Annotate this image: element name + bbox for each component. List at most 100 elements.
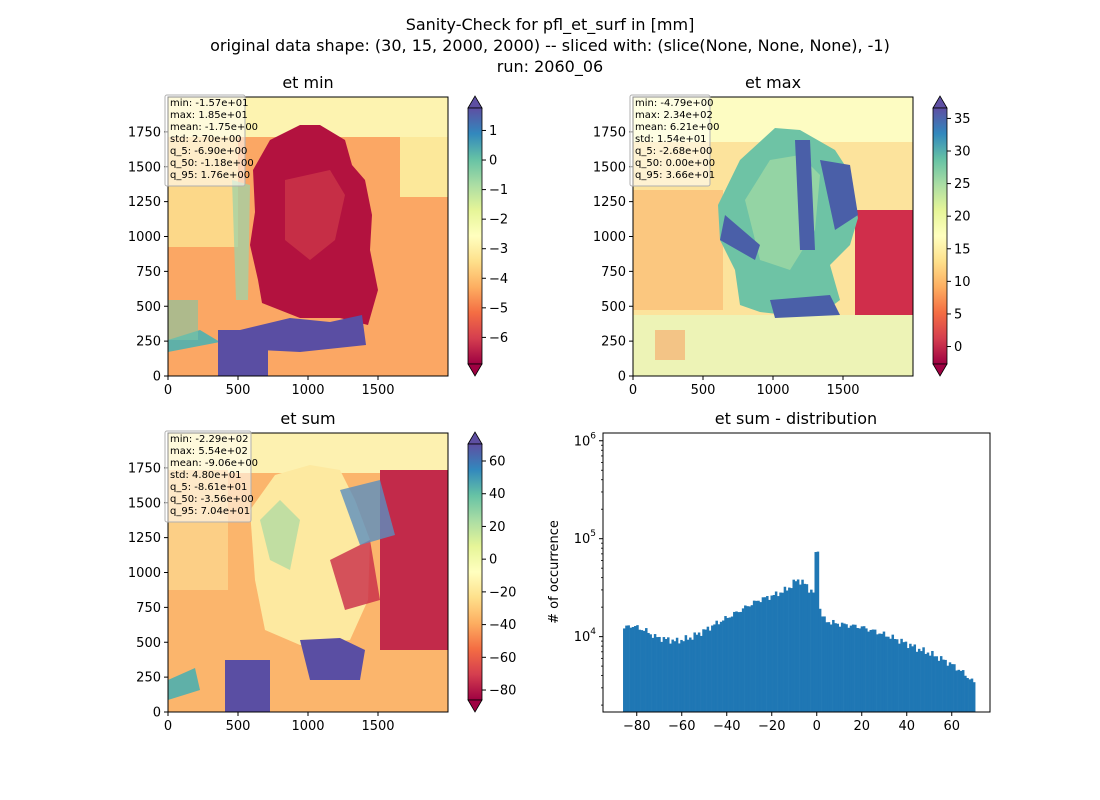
y-tick-label: 1750 (593, 125, 626, 140)
histogram-bar (711, 625, 714, 712)
panel-et-max: et max 0 500 1000 1500 02505007501000125015… (593, 73, 971, 398)
histogram-bar (832, 619, 835, 712)
colorbar-tick-label: 10 (954, 275, 971, 290)
histogram-bar (783, 586, 787, 712)
colorbar-extend-bottom (932, 363, 948, 377)
histogram-bar (708, 630, 712, 712)
stat-q50: q_50: 0.00e+00 (635, 158, 715, 169)
stat-q5: q_5: -2.68e+00 (635, 146, 712, 157)
colorbar: 60 40 20 0 −20 −40 −60 −80 (467, 431, 516, 713)
y-tick-label: 0 (618, 370, 626, 385)
y-tick-label: 1250 (128, 531, 161, 546)
histogram-bar (667, 637, 670, 712)
colorbar-tick-label: −20 (489, 585, 516, 600)
colorbar-tick-label: 20 (489, 520, 506, 535)
y-tick-label: 1250 (593, 195, 626, 210)
x-tick-label: 500 (691, 383, 716, 398)
histogram-bar (788, 587, 791, 712)
histogram-bar (823, 616, 826, 712)
stat-q5: q_5: -6.90e+00 (170, 146, 247, 157)
histogram-bar (755, 600, 758, 712)
histogram-bar (825, 622, 828, 712)
histogram-bar (911, 646, 914, 712)
panel-et-sum: et sum 0 500 1000 1500 0 250 500 750 1000 1250 15… (128, 409, 517, 734)
colorbar-tick-label: 5 (954, 307, 962, 322)
histogram-bars (623, 551, 976, 712)
histogram-bar (904, 641, 908, 712)
histogram-bar (631, 626, 635, 712)
histogram-bar (647, 632, 650, 712)
histogram-bar (840, 622, 844, 712)
y-tick-label: 104 (574, 627, 597, 645)
histogram-bar (697, 632, 701, 712)
histogram-bar (876, 634, 879, 712)
histogram-bar (792, 579, 795, 712)
histogram-bar (768, 599, 771, 712)
x-tick-label: 0 (164, 383, 172, 398)
histogram-bar (660, 641, 663, 712)
histogram-bar (757, 600, 760, 712)
y-tick-label: 250 (136, 671, 161, 686)
histogram-bar (634, 626, 637, 712)
histogram-bar (909, 643, 912, 712)
suptitle-line-1: Sanity-Check for pfl_et_surf in [mm] (406, 15, 695, 35)
histogram-bar (898, 643, 901, 712)
histogram-bar (706, 626, 710, 712)
histogram-bar (889, 638, 892, 712)
histogram-bar (964, 675, 967, 712)
stat-min: min: -2.29e+02 (170, 434, 249, 445)
histogram-bar (924, 653, 928, 712)
histogram-bar (972, 682, 976, 712)
histogram-bar (790, 588, 793, 712)
histogram-bar (638, 629, 641, 712)
histogram-bar (867, 631, 870, 712)
y-tick-label: 750 (601, 265, 626, 280)
y-tick-label: 1000 (593, 230, 626, 245)
histogram-bar (653, 634, 657, 712)
stat-std: std: 2.70e+00 (170, 134, 242, 145)
histogram-bar (836, 623, 840, 712)
y-tick-label: 1500 (128, 496, 161, 511)
stat-std: std: 4.80e+01 (170, 470, 242, 481)
histogram-bar (717, 624, 721, 712)
histogram-bar (821, 616, 824, 712)
stat-max: max: 2.34e+02 (635, 110, 713, 121)
colorbar-tick-label: 1 (489, 124, 497, 139)
colorbar-tick-label: −80 (489, 684, 516, 699)
colorbar-tick-label: −6 (489, 331, 508, 346)
histogram-bar (843, 623, 846, 712)
panel-et-sum-distribution: et sum - distribution # of occurrence −8… (547, 409, 991, 734)
colorbar-tick-label: 25 (954, 177, 971, 192)
colorbar-tick-label: 0 (489, 154, 497, 169)
stat-q5: q_5: -8.61e+01 (170, 482, 247, 493)
histogram-bar (900, 638, 903, 712)
colorbar-tick-label: −40 (489, 618, 516, 633)
x-axis: 0 500 1000 1500 (164, 376, 395, 398)
panel-title: et max (745, 73, 801, 92)
histogram-bar (799, 584, 802, 712)
histogram-bar (735, 611, 738, 712)
histogram-bar (928, 655, 932, 712)
y-tick-label: 750 (136, 601, 161, 616)
histogram-bar (625, 625, 628, 712)
y-tick-label: 250 (136, 335, 161, 350)
histogram-bar (970, 678, 974, 712)
stat-min: min: -1.57e+01 (170, 98, 249, 109)
histogram-bar (851, 624, 855, 712)
histogram-bar (827, 622, 831, 712)
stat-mean: mean: -1.75e+00 (170, 122, 258, 133)
colorbar-extend-bottom (467, 363, 483, 377)
histogram-bar (772, 595, 776, 712)
histogram-bar (834, 623, 837, 712)
stat-mean: mean: -9.06e+00 (170, 458, 258, 469)
histogram-bar (686, 639, 690, 712)
histogram-bar (779, 592, 782, 712)
histogram-bar (629, 627, 633, 712)
x-tick-label: −80 (623, 719, 650, 734)
colorbar-body (467, 443, 483, 701)
colorbar: 1 0 −1 −2 −3 −4 −5 −6 (467, 95, 508, 377)
histogram-bar (959, 670, 963, 712)
histogram-bar (645, 628, 648, 712)
histogram-bar (627, 625, 630, 712)
histogram-bar (816, 551, 820, 712)
